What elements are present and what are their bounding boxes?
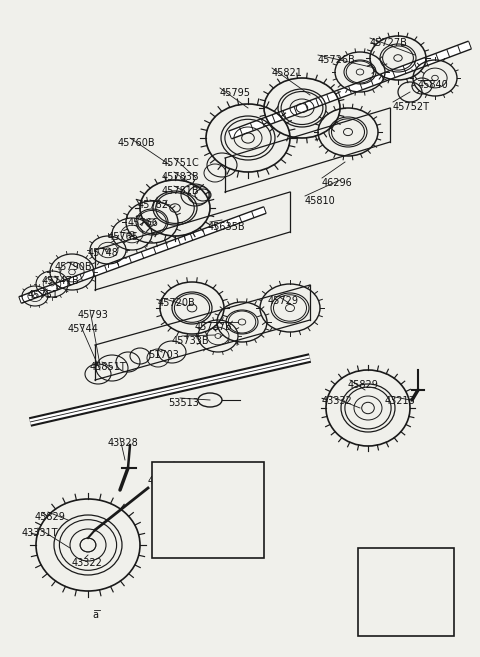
Text: 45790B: 45790B bbox=[55, 262, 93, 272]
Text: a: a bbox=[92, 610, 98, 620]
Text: 53513: 53513 bbox=[168, 398, 199, 408]
Text: 53513: 53513 bbox=[168, 530, 199, 540]
Text: 45751C: 45751C bbox=[162, 158, 200, 168]
Text: 43322: 43322 bbox=[72, 558, 103, 568]
Text: a: a bbox=[438, 581, 444, 591]
Text: 43331T: 43331T bbox=[22, 528, 59, 538]
Text: 45795: 45795 bbox=[220, 88, 251, 98]
Text: 45781B: 45781B bbox=[162, 186, 200, 196]
Text: 45737B: 45737B bbox=[195, 322, 233, 332]
Text: a: a bbox=[438, 610, 444, 618]
Text: 45765: 45765 bbox=[108, 232, 139, 242]
Text: 45748: 45748 bbox=[88, 248, 119, 258]
Bar bbox=[152, 462, 264, 558]
Text: a: a bbox=[438, 595, 444, 604]
Text: 46296: 46296 bbox=[322, 178, 353, 188]
Text: 43328: 43328 bbox=[108, 438, 139, 448]
Text: 45726B: 45726B bbox=[318, 55, 356, 65]
Text: 45752T: 45752T bbox=[393, 102, 430, 112]
Text: 45782: 45782 bbox=[138, 200, 169, 210]
Text: 45733B: 45733B bbox=[172, 336, 210, 346]
Text: 45793: 45793 bbox=[78, 310, 109, 320]
Text: 45760B: 45760B bbox=[118, 138, 156, 148]
Text: 45840: 45840 bbox=[418, 80, 449, 90]
Text: 45829: 45829 bbox=[348, 380, 379, 390]
Text: 51703: 51703 bbox=[148, 350, 179, 360]
Text: 43332: 43332 bbox=[322, 396, 353, 406]
Text: 45842A: 45842A bbox=[378, 590, 416, 600]
Text: 45744: 45744 bbox=[68, 324, 99, 334]
Bar bbox=[358, 548, 454, 636]
Text: 45727B: 45727B bbox=[370, 38, 408, 48]
Text: 45829: 45829 bbox=[35, 512, 66, 522]
Text: 45810: 45810 bbox=[305, 196, 336, 206]
Text: 45751: 45751 bbox=[28, 290, 59, 300]
Text: 45766: 45766 bbox=[128, 218, 159, 228]
Text: 45747B: 45747B bbox=[42, 276, 80, 286]
Text: 45729: 45729 bbox=[268, 296, 299, 306]
Text: 45851T: 45851T bbox=[90, 362, 127, 372]
Text: 43327A: 43327A bbox=[148, 476, 185, 486]
Text: 45635B: 45635B bbox=[208, 222, 246, 232]
Text: a: a bbox=[438, 568, 444, 576]
Text: a: a bbox=[248, 530, 254, 540]
Text: 45821: 45821 bbox=[272, 68, 303, 78]
Text: 45720B: 45720B bbox=[158, 298, 196, 308]
Text: 43213: 43213 bbox=[385, 396, 416, 406]
Text: 40323: 40323 bbox=[162, 462, 193, 472]
Text: 45783B: 45783B bbox=[162, 172, 200, 182]
